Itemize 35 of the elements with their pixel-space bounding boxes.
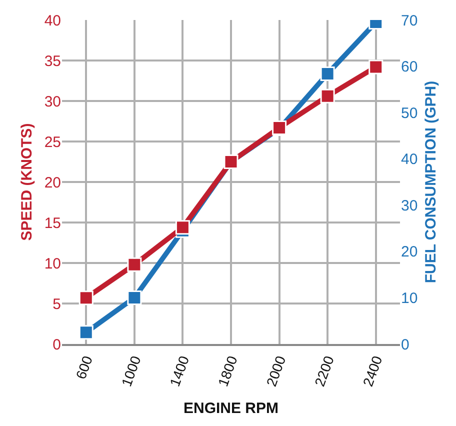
y-tick-label: 10 xyxy=(44,255,61,272)
point xyxy=(78,325,94,340)
y-tick-label: 5 xyxy=(52,296,61,313)
y-tick-label: 35 xyxy=(44,52,61,70)
y2-tick-label: 10 xyxy=(401,290,418,307)
y2-tick-label: 40 xyxy=(401,151,418,168)
point xyxy=(78,290,94,306)
point xyxy=(368,60,384,74)
y-tick-label: 15 xyxy=(44,214,61,232)
y-tick-label: 40 xyxy=(44,12,61,30)
point xyxy=(127,290,142,305)
point xyxy=(127,257,142,272)
x-tick-label: 1800 xyxy=(214,354,240,388)
y2-tick-label: 20 xyxy=(401,244,418,261)
y2-tick-label: 0 xyxy=(401,336,410,354)
x-tick-label: 2200 xyxy=(311,354,338,388)
x-tick-label: 2000 xyxy=(262,354,289,388)
y-tick-label: 25 xyxy=(44,134,61,151)
x-tick-label: 1000 xyxy=(118,354,144,388)
y-axis-title: SPEED (KNOTS) xyxy=(18,123,36,241)
point xyxy=(320,88,335,104)
y-tick-label: 0 xyxy=(52,336,61,354)
point xyxy=(320,66,335,81)
point xyxy=(175,220,190,235)
x-tick-label: 2400 xyxy=(360,354,386,388)
x-tick-label: 1400 xyxy=(166,354,192,388)
y-tick-label: 30 xyxy=(44,93,61,110)
y2-tick-label: 30 xyxy=(401,197,418,214)
y2-axis-title: FUEL CONSUMPTION (GPH) xyxy=(422,80,440,284)
y2-tick-label: 50 xyxy=(401,104,418,122)
y2-tick-label: 70 xyxy=(401,12,418,30)
y-tick-label: 20 xyxy=(44,174,61,192)
x-tick-label: 600 xyxy=(72,354,96,382)
y2-tick-label: 60 xyxy=(401,58,418,76)
x-axis-title: ENGINE RPM xyxy=(183,400,279,417)
